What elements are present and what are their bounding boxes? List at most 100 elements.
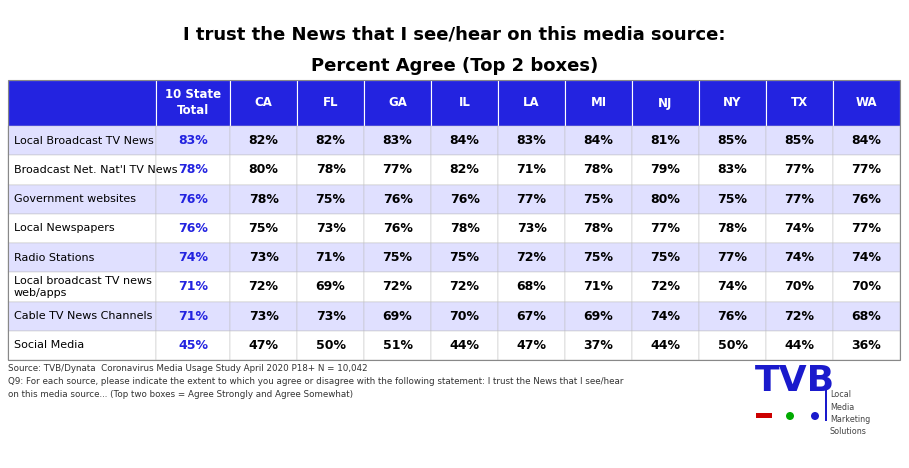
Bar bbox=[365, 80, 431, 126]
Bar bbox=[297, 80, 365, 126]
Text: 78%: 78% bbox=[717, 222, 747, 235]
Text: CA: CA bbox=[255, 96, 273, 110]
Text: 78%: 78% bbox=[249, 193, 278, 205]
Bar bbox=[297, 214, 365, 243]
Text: NJ: NJ bbox=[658, 96, 673, 110]
Bar bbox=[565, 214, 632, 243]
Text: 51%: 51% bbox=[383, 339, 413, 352]
Bar bbox=[632, 80, 699, 126]
Text: 79%: 79% bbox=[651, 163, 681, 176]
Text: 70%: 70% bbox=[852, 280, 882, 293]
Bar bbox=[833, 80, 900, 126]
Text: 84%: 84% bbox=[584, 134, 614, 147]
Bar bbox=[156, 301, 230, 331]
Text: 69%: 69% bbox=[383, 310, 413, 322]
Text: Local Newspapers: Local Newspapers bbox=[14, 223, 115, 234]
Bar bbox=[565, 331, 632, 360]
Bar bbox=[766, 272, 833, 301]
Text: 82%: 82% bbox=[249, 134, 278, 147]
Bar bbox=[833, 331, 900, 360]
Text: 77%: 77% bbox=[852, 222, 882, 235]
Bar bbox=[498, 272, 565, 301]
Bar bbox=[297, 155, 365, 184]
Text: 74%: 74% bbox=[178, 251, 208, 264]
Bar bbox=[156, 126, 230, 155]
Bar bbox=[498, 214, 565, 243]
Text: 85%: 85% bbox=[784, 134, 814, 147]
Bar bbox=[833, 243, 900, 272]
Bar bbox=[699, 126, 766, 155]
Bar bbox=[833, 155, 900, 184]
Text: 78%: 78% bbox=[450, 222, 480, 235]
Text: Social Media: Social Media bbox=[14, 340, 85, 351]
Text: 74%: 74% bbox=[651, 310, 681, 322]
Bar bbox=[8, 184, 156, 214]
Bar bbox=[498, 301, 565, 331]
Text: 75%: 75% bbox=[717, 193, 747, 205]
Text: 80%: 80% bbox=[249, 163, 278, 176]
Text: 69%: 69% bbox=[315, 280, 345, 293]
Text: 70%: 70% bbox=[784, 280, 814, 293]
Text: IL: IL bbox=[459, 96, 471, 110]
Bar bbox=[632, 331, 699, 360]
Text: MI: MI bbox=[591, 96, 606, 110]
Text: 75%: 75% bbox=[249, 222, 279, 235]
Text: 83%: 83% bbox=[516, 134, 546, 147]
Text: 68%: 68% bbox=[852, 310, 882, 322]
Text: 50%: 50% bbox=[717, 339, 747, 352]
Text: 76%: 76% bbox=[852, 193, 882, 205]
Text: 75%: 75% bbox=[584, 251, 614, 264]
Bar bbox=[230, 243, 297, 272]
Text: 84%: 84% bbox=[852, 134, 882, 147]
Text: TVB: TVB bbox=[755, 364, 835, 398]
Bar bbox=[297, 184, 365, 214]
Bar bbox=[766, 126, 833, 155]
Bar bbox=[365, 126, 431, 155]
Bar bbox=[632, 214, 699, 243]
Text: Source: TVB/Dynata  Coronavirus Media Usage Study April 2020 P18+ N = 10,042: Source: TVB/Dynata Coronavirus Media Usa… bbox=[8, 364, 367, 373]
Bar bbox=[699, 243, 766, 272]
Bar bbox=[230, 301, 297, 331]
Text: 84%: 84% bbox=[450, 134, 480, 147]
Bar bbox=[365, 214, 431, 243]
Text: 82%: 82% bbox=[450, 163, 480, 176]
Text: 45%: 45% bbox=[178, 339, 208, 352]
Bar bbox=[565, 243, 632, 272]
Bar bbox=[365, 243, 431, 272]
Text: 67%: 67% bbox=[516, 310, 546, 322]
Bar bbox=[833, 301, 900, 331]
Text: 72%: 72% bbox=[383, 280, 413, 293]
Text: 71%: 71% bbox=[178, 280, 208, 293]
Text: 47%: 47% bbox=[249, 339, 279, 352]
Bar bbox=[766, 301, 833, 331]
Text: FL: FL bbox=[323, 96, 338, 110]
Bar bbox=[498, 243, 565, 272]
Text: 50%: 50% bbox=[315, 339, 345, 352]
Text: 71%: 71% bbox=[178, 310, 208, 322]
Bar bbox=[498, 155, 565, 184]
Text: 72%: 72% bbox=[784, 310, 814, 322]
Bar bbox=[8, 126, 156, 155]
Bar bbox=[632, 155, 699, 184]
Text: 76%: 76% bbox=[383, 222, 413, 235]
Bar bbox=[766, 80, 833, 126]
Bar bbox=[833, 184, 900, 214]
Bar bbox=[230, 155, 297, 184]
Text: Government websites: Government websites bbox=[14, 194, 136, 204]
Bar bbox=[766, 243, 833, 272]
Text: Broadcast Net. Nat'l TV News: Broadcast Net. Nat'l TV News bbox=[14, 165, 177, 175]
Bar bbox=[498, 184, 565, 214]
Text: 77%: 77% bbox=[516, 193, 546, 205]
Bar bbox=[565, 126, 632, 155]
Bar bbox=[230, 214, 297, 243]
Bar bbox=[156, 331, 230, 360]
Bar bbox=[8, 243, 156, 272]
Text: 44%: 44% bbox=[784, 339, 814, 352]
Text: 78%: 78% bbox=[315, 163, 345, 176]
Text: on this media source... (Top two boxes = Agree Strongly and Agree Somewhat): on this media source... (Top two boxes =… bbox=[8, 390, 353, 399]
Bar bbox=[230, 80, 297, 126]
Bar bbox=[8, 80, 900, 360]
Bar bbox=[699, 301, 766, 331]
Text: 76%: 76% bbox=[450, 193, 480, 205]
Bar bbox=[565, 184, 632, 214]
